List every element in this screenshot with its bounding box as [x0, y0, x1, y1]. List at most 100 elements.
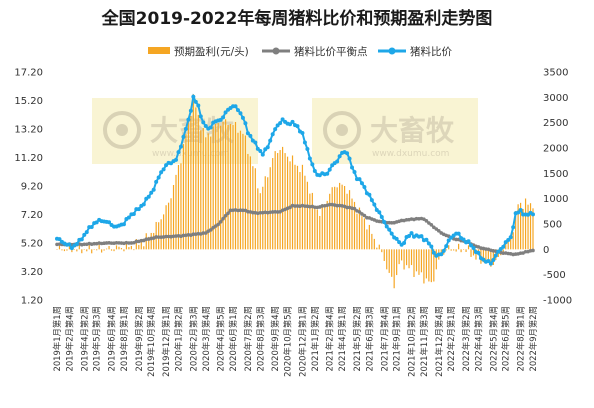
profit-bar [386, 249, 388, 270]
ratio-point [248, 133, 253, 138]
ratio-point [469, 243, 474, 248]
profit-bar [192, 94, 194, 250]
profit-bar [343, 186, 346, 250]
profit-bar [108, 246, 110, 250]
ratio-point [126, 215, 131, 220]
profit-bar [128, 247, 130, 250]
profit-bar [262, 186, 264, 250]
right-axis: 3500 3000 2500 2000 1500 1000 500 0 -500 -1000 [543, 68, 572, 307]
ratio-point [429, 244, 434, 249]
x-tick-label: 2020年2月第3周 [188, 306, 198, 371]
ratio-point [367, 192, 372, 197]
profit-bar [346, 193, 348, 250]
x-tick-label: 2021年2月第4周 [325, 306, 335, 371]
profit-bar [391, 249, 393, 277]
ratio-point [305, 146, 310, 151]
profit-bar [383, 249, 385, 261]
breakeven-point [82, 242, 87, 247]
profit-bar [242, 133, 244, 250]
profit-bar [286, 156, 289, 250]
ratio-point [369, 198, 374, 203]
breakeven-point [454, 237, 458, 242]
ratio-point [397, 240, 402, 245]
ratio-point [471, 245, 476, 250]
breakeven-series [55, 202, 535, 257]
profit-bar [527, 204, 529, 250]
profit-bar [368, 224, 370, 250]
ratio-point [384, 224, 389, 229]
ratio-point [506, 237, 511, 242]
right-tick-label: 2000 [543, 144, 568, 155]
profit-bar [465, 249, 467, 252]
profit-bar [91, 249, 93, 254]
profit-bar [351, 198, 353, 250]
left-tick-label: 11.20 [14, 153, 43, 164]
profit-bar [195, 107, 197, 250]
x-tick-label: 2019年1月第1周 [52, 306, 62, 371]
ratio-point [327, 167, 332, 172]
ratio-point [79, 237, 84, 242]
ratio-point [466, 239, 471, 244]
profit-bar [373, 238, 375, 250]
profit-bar [376, 247, 378, 250]
profit-bar [428, 249, 430, 282]
profit-bar [425, 249, 427, 279]
x-tick-label: 2019年4月第2周 [79, 306, 89, 371]
ratio-point [424, 237, 429, 242]
ratio-point [491, 257, 496, 262]
profit-bar [125, 242, 128, 250]
profit-bar [187, 119, 189, 250]
ratio-point [337, 154, 342, 159]
profit-bar [445, 249, 447, 251]
profit-bar [314, 205, 316, 250]
x-tick-label: 2019年2月第4周 [64, 306, 74, 371]
profit-bar [450, 249, 452, 251]
breakeven-point [434, 227, 439, 231]
breakeven-point [424, 219, 429, 223]
ratio-point [258, 148, 263, 153]
ratio-point [221, 115, 226, 120]
profit-bar [163, 214, 165, 250]
right-tick-label: 1000 [543, 194, 568, 205]
breakeven-point [226, 211, 230, 216]
ratio-point [382, 220, 387, 225]
profit-bar [410, 249, 413, 266]
ratio-point [456, 231, 461, 236]
ratio-point [511, 225, 516, 230]
profit-bar [482, 249, 485, 263]
profit-bar [88, 243, 90, 250]
left-tick-label: 1.20 [21, 296, 43, 307]
profit-bar [420, 249, 423, 273]
profit-bar [182, 144, 185, 250]
ratio-point [273, 127, 278, 132]
ratio-point [288, 122, 293, 127]
profit-bar [78, 243, 80, 250]
ratio-point [501, 244, 506, 249]
ratio-point [426, 241, 431, 246]
x-tick-label: 2020年1月第2周 [173, 306, 183, 371]
profit-bar [448, 245, 450, 250]
ratio-point [265, 145, 270, 150]
x-tick-label: 2020年6月第1周 [228, 306, 238, 371]
ratio-point [325, 171, 330, 176]
ratio-point [439, 252, 444, 257]
profit-bar [68, 244, 70, 250]
profit-bar [110, 249, 113, 251]
breakeven-point [429, 223, 434, 227]
ratio-point [488, 261, 493, 266]
breakeven-point [156, 235, 161, 239]
profit-bar [366, 229, 368, 250]
ratio-point [496, 249, 501, 254]
breakeven-point [208, 228, 213, 232]
ratio-point [302, 140, 307, 145]
ratio-point [357, 177, 362, 182]
legend-swatch-profit [148, 47, 170, 54]
ratio-point [310, 162, 315, 167]
profit-bar [272, 158, 274, 250]
ratio-point [154, 179, 159, 184]
breakeven-point [436, 229, 441, 233]
x-tick-label: 2021年10月第2周 [407, 306, 417, 377]
ratio-point [107, 220, 112, 225]
profit-bar [222, 121, 224, 250]
profit-bar [348, 190, 351, 250]
